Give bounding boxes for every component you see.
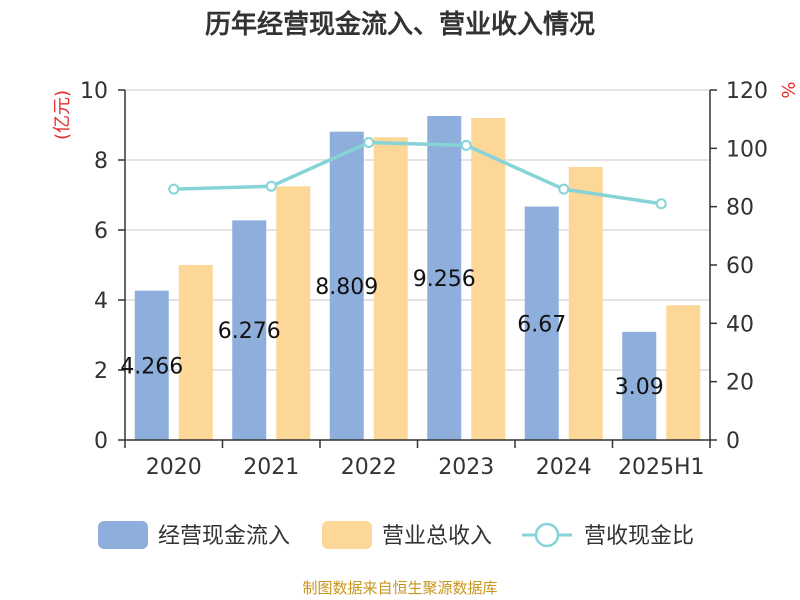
- source-note: 制图数据来自恒生聚源数据库: [302, 579, 497, 597]
- line-point: [558, 183, 570, 195]
- right-tick-label: 100: [726, 137, 768, 162]
- bar-经营现金流入: [232, 220, 267, 440]
- left-axis-unit: (亿元): [52, 90, 73, 140]
- right-tick-label: 40: [726, 312, 754, 337]
- grid-lines: [125, 89, 710, 371]
- bar-营业总收入: [373, 137, 408, 440]
- x-tick-label: 2022: [341, 455, 397, 480]
- x-tick-label: 2020: [146, 455, 202, 480]
- bar-营业总收入: [276, 186, 311, 440]
- line-point: [363, 137, 375, 148]
- left-tick-label: 2: [94, 359, 108, 384]
- line-series: [168, 137, 667, 210]
- legend-label: 营业总收入: [382, 524, 492, 549]
- bar-营业总收入: [178, 265, 213, 440]
- data-label: 6.276: [218, 319, 281, 344]
- data-label: 9.256: [413, 267, 476, 292]
- left-tick-label: 0: [94, 429, 108, 454]
- bar-经营现金流入: [524, 206, 559, 440]
- x-tick-label: 2025H1: [618, 455, 705, 480]
- data-label: 6.67: [517, 312, 566, 337]
- bar-经营现金流入: [622, 331, 657, 440]
- bar-营业总收入: [666, 305, 701, 440]
- legend-label: 营收现金比: [584, 524, 694, 549]
- chart-title: 历年经营现金流入、营业收入情况: [205, 9, 595, 40]
- right-tick-label: 0: [726, 429, 740, 454]
- x-tick-label: 2024: [536, 455, 592, 480]
- line-point: [655, 198, 667, 210]
- right-tick-label: 60: [726, 254, 754, 279]
- line-point: [265, 180, 277, 192]
- legend: 经营现金流入 营业总收入 营收现金比: [98, 521, 694, 549]
- data-label: 3.09: [615, 375, 664, 400]
- right-axis-unit: %: [777, 81, 798, 98]
- right-tick-label: 120: [726, 79, 768, 104]
- bar-经营现金流入: [329, 131, 364, 440]
- data-label: 4.266: [120, 354, 183, 379]
- data-labels: 4.266 6.276 8.809 9.256 6.67 3.09: [120, 267, 663, 400]
- legend-label: 经营现金流入: [158, 524, 290, 549]
- x-tick-label: 2021: [243, 455, 299, 480]
- bar-营业总收入: [568, 167, 603, 440]
- data-label: 8.809: [315, 275, 378, 300]
- legend-marker: [534, 522, 560, 548]
- legend-swatch: [98, 521, 148, 549]
- right-tick-label: 20: [726, 371, 754, 396]
- line-point: [168, 183, 180, 195]
- line-point: [460, 139, 472, 151]
- bars: [134, 116, 701, 440]
- bar-经营现金流入: [427, 116, 462, 440]
- left-tick-label: 8: [94, 149, 108, 174]
- bar-营业总收入: [471, 118, 506, 440]
- x-tick-label: 2023: [438, 455, 494, 480]
- right-tick-label: 80: [726, 196, 754, 221]
- left-tick-label: 4: [94, 289, 108, 314]
- left-tick-label: 10: [80, 79, 108, 104]
- left-tick-label: 6: [94, 219, 108, 244]
- legend-swatch: [322, 521, 372, 549]
- line-营收现金比: [173, 140, 662, 206]
- bar-经营现金流入: [134, 290, 169, 440]
